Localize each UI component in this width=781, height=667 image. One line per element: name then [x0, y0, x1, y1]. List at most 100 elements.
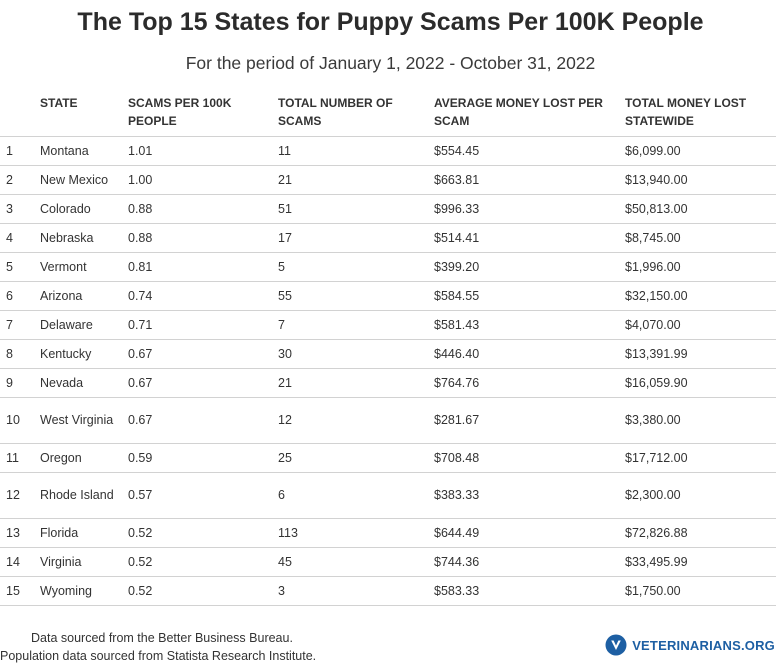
state-cell: Wyoming — [40, 576, 128, 606]
total-lost-cell: $32,150.00 — [625, 281, 776, 311]
average-lost-cell: $583.33 — [434, 576, 625, 606]
scams-per-100k-cell: 0.88 — [128, 223, 278, 253]
rank-cell: 8 — [0, 339, 40, 369]
table-row: 2 New Mexico 1.00 21 $663.81 $13,940.00 — [0, 165, 776, 195]
total-scams-cell: 21 — [278, 165, 434, 195]
total-scams-cell: 7 — [278, 310, 434, 340]
rank-cell: 14 — [0, 547, 40, 577]
v-shield-icon — [605, 634, 627, 656]
total-lost-cell: $4,070.00 — [625, 310, 776, 340]
rank-cell: 13 — [0, 518, 40, 548]
total-scams-cell: 6 — [278, 472, 434, 519]
rank-cell: 15 — [0, 576, 40, 606]
average-lost-cell: $644.49 — [434, 518, 625, 548]
average-lost-cell: $281.67 — [434, 397, 625, 444]
rank-cell: 4 — [0, 223, 40, 253]
total-scams-cell: 45 — [278, 547, 434, 577]
total-scams-cell: 25 — [278, 443, 434, 473]
average-lost-cell: $584.55 — [434, 281, 625, 311]
average-lost-cell: $514.41 — [434, 223, 625, 253]
state-cell: Oregon — [40, 443, 128, 473]
total-lost-cell: $13,391.99 — [625, 339, 776, 369]
total-lost-cell: $17,712.00 — [625, 443, 776, 473]
scams-per-100k-cell: 0.52 — [128, 547, 278, 577]
total-lost-cell: $33,495.99 — [625, 547, 776, 577]
table-row: 7 Delaware 0.71 7 $581.43 $4,070.00 — [0, 310, 776, 340]
average-lost-cell: $383.33 — [434, 472, 625, 519]
total-scams-cell: 5 — [278, 252, 434, 282]
state-cell: Rhode Island — [40, 472, 128, 519]
column-header-state: STATE — [40, 92, 128, 137]
column-header-average-lost: AVERAGE MONEY LOST PER SCAM — [434, 92, 625, 137]
scams-table: STATE SCAMS PER 100K PEOPLE TOTAL NUMBER… — [0, 92, 776, 606]
source-note-statista: Population data sourced from Statista Re… — [0, 649, 317, 663]
scams-per-100k-cell: 1.00 — [128, 165, 278, 195]
table-row: 9 Nevada 0.67 21 $764.76 $16,059.90 — [0, 368, 776, 398]
footer-notes: Data sourced from the Better Business Bu… — [0, 629, 316, 665]
state-cell: Delaware — [40, 310, 128, 340]
total-lost-cell: $8,745.00 — [625, 223, 776, 253]
total-scams-cell: 30 — [278, 339, 434, 369]
state-cell: Vermont — [40, 252, 128, 282]
table-row: 6 Arizona 0.74 55 $584.55 $32,150.00 — [0, 281, 776, 311]
page-subtitle: For the period of January 1, 2022 - Octo… — [185, 53, 596, 73]
rank-cell: 1 — [0, 136, 40, 166]
state-cell: Montana — [40, 136, 128, 166]
table-row: 1 Montana 1.01 11 $554.45 $6,099.00 — [0, 136, 776, 166]
column-header-total-lost: TOTAL MONEY LOST STATEWIDE — [625, 92, 776, 137]
total-lost-cell: $1,750.00 — [625, 576, 776, 606]
scams-per-100k-cell: 0.52 — [128, 518, 278, 548]
rank-cell: 12 — [0, 472, 40, 519]
table-row: 4 Nebraska 0.88 17 $514.41 $8,745.00 — [0, 223, 776, 253]
scams-per-100k-cell: 1.01 — [128, 136, 278, 166]
table-row: 12 Rhode Island 0.57 6 $383.33 $2,300.00 — [0, 472, 776, 519]
average-lost-cell: $663.81 — [434, 165, 625, 195]
scams-per-100k-cell: 0.67 — [128, 368, 278, 398]
scams-per-100k-cell: 0.71 — [128, 310, 278, 340]
table-header-row: STATE SCAMS PER 100K PEOPLE TOTAL NUMBER… — [0, 92, 776, 137]
rank-cell: 10 — [0, 397, 40, 444]
average-lost-cell: $554.45 — [434, 136, 625, 166]
total-lost-cell: $16,059.90 — [625, 368, 776, 398]
brand-name: VETERINARIANS.ORG — [632, 637, 775, 653]
state-cell: Virginia — [40, 547, 128, 577]
table-row: 5 Vermont 0.81 5 $399.20 $1,996.00 — [0, 252, 776, 282]
state-cell: Arizona — [40, 281, 128, 311]
rank-cell: 6 — [0, 281, 40, 311]
scams-per-100k-cell: 0.52 — [128, 576, 278, 606]
scams-per-100k-cell: 0.88 — [128, 194, 278, 224]
scams-per-100k-cell: 0.57 — [128, 472, 278, 519]
state-cell: Colorado — [40, 194, 128, 224]
average-lost-cell: $708.48 — [434, 443, 625, 473]
state-cell: Nebraska — [40, 223, 128, 253]
total-scams-cell: 3 — [278, 576, 434, 606]
table-row: 11 Oregon 0.59 25 $708.48 $17,712.00 — [0, 443, 776, 473]
total-lost-cell: $6,099.00 — [625, 136, 776, 166]
table-row: 3 Colorado 0.88 51 $996.33 $50,813.00 — [0, 194, 776, 224]
source-note-bbb: Data sourced from the Better Business Bu… — [31, 631, 293, 645]
average-lost-cell: $744.36 — [434, 547, 625, 577]
state-cell: Nevada — [40, 368, 128, 398]
rank-cell: 3 — [0, 194, 40, 224]
table-row: 10 West Virginia 0.67 12 $281.67 $3,380.00 — [0, 397, 776, 444]
scams-per-100k-cell: 0.74 — [128, 281, 278, 311]
table-body: 1 Montana 1.01 11 $554.45 $6,099.00 2 New Mexic… — [0, 136, 776, 606]
average-lost-cell: $996.33 — [434, 194, 625, 224]
total-scams-cell: 12 — [278, 397, 434, 444]
total-scams-cell: 17 — [278, 223, 434, 253]
brand-logo[interactable]: VETERINARIANS.ORG — [605, 634, 775, 656]
rank-cell: 2 — [0, 165, 40, 195]
average-lost-cell: $399.20 — [434, 252, 625, 282]
column-header-total-scams: TOTAL NUMBER OF SCAMS — [278, 92, 434, 137]
state-cell: Florida — [40, 518, 128, 548]
rank-cell: 7 — [0, 310, 40, 340]
state-cell: Kentucky — [40, 339, 128, 369]
total-lost-cell: $13,940.00 — [625, 165, 776, 195]
scams-per-100k-cell: 0.81 — [128, 252, 278, 282]
total-lost-cell: $1,996.00 — [625, 252, 776, 282]
column-header-scams-per-100k: SCAMS PER 100K PEOPLE — [128, 92, 278, 137]
total-lost-cell: $72,826.88 — [625, 518, 776, 548]
rank-cell: 5 — [0, 252, 40, 282]
average-lost-cell: $764.76 — [434, 368, 625, 398]
average-lost-cell: $446.40 — [434, 339, 625, 369]
